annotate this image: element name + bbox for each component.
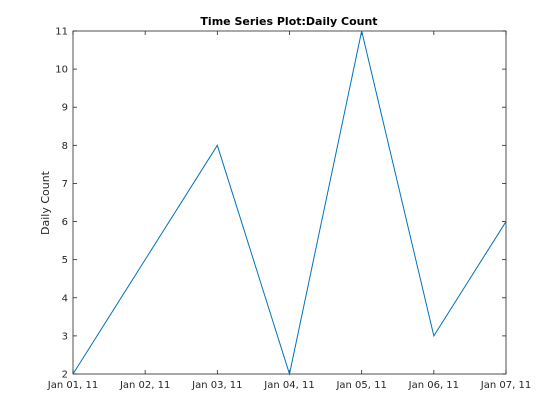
y-tick-label: 3 bbox=[62, 331, 68, 342]
plot-area bbox=[72, 30, 507, 375]
y-tick-label: 2 bbox=[62, 370, 68, 381]
y-tick-label: 10 bbox=[55, 65, 68, 76]
x-tick-label: Jan 03, 11 bbox=[191, 380, 242, 391]
y-axis-label: Daily Count bbox=[39, 170, 52, 235]
y-tick-label: 11 bbox=[55, 27, 68, 38]
x-tick-label: Jan 01, 11 bbox=[47, 380, 98, 391]
y-tick-label: 9 bbox=[62, 103, 68, 114]
y-tick-label: 6 bbox=[62, 217, 68, 228]
x-tick-label: Jan 02, 11 bbox=[119, 380, 170, 391]
x-tick-label: Jan 04, 11 bbox=[263, 380, 314, 391]
series-layer bbox=[72, 30, 507, 376]
x-axis-ticks: Jan 01, 11 Jan 02, 11 Jan 03, 11 Jan 04, 11… bbox=[47, 31, 531, 391]
x-tick-label: Jan 07, 11 bbox=[480, 380, 531, 391]
x-tick-label: Jan 06, 11 bbox=[408, 380, 459, 391]
series-line bbox=[72, 30, 507, 376]
x-tick-label: Jan 05, 11 bbox=[335, 380, 386, 391]
y-tick-label: 8 bbox=[62, 141, 68, 152]
y-tick-label: 5 bbox=[62, 255, 68, 266]
chart-title: Time Series Plot:Daily Count bbox=[200, 15, 377, 28]
y-tick-label: 7 bbox=[62, 179, 68, 190]
y-tick-label: 4 bbox=[62, 293, 68, 304]
y-axis-ticks: 2 3 4 5 6 7 8 9 10 11 bbox=[55, 27, 506, 381]
